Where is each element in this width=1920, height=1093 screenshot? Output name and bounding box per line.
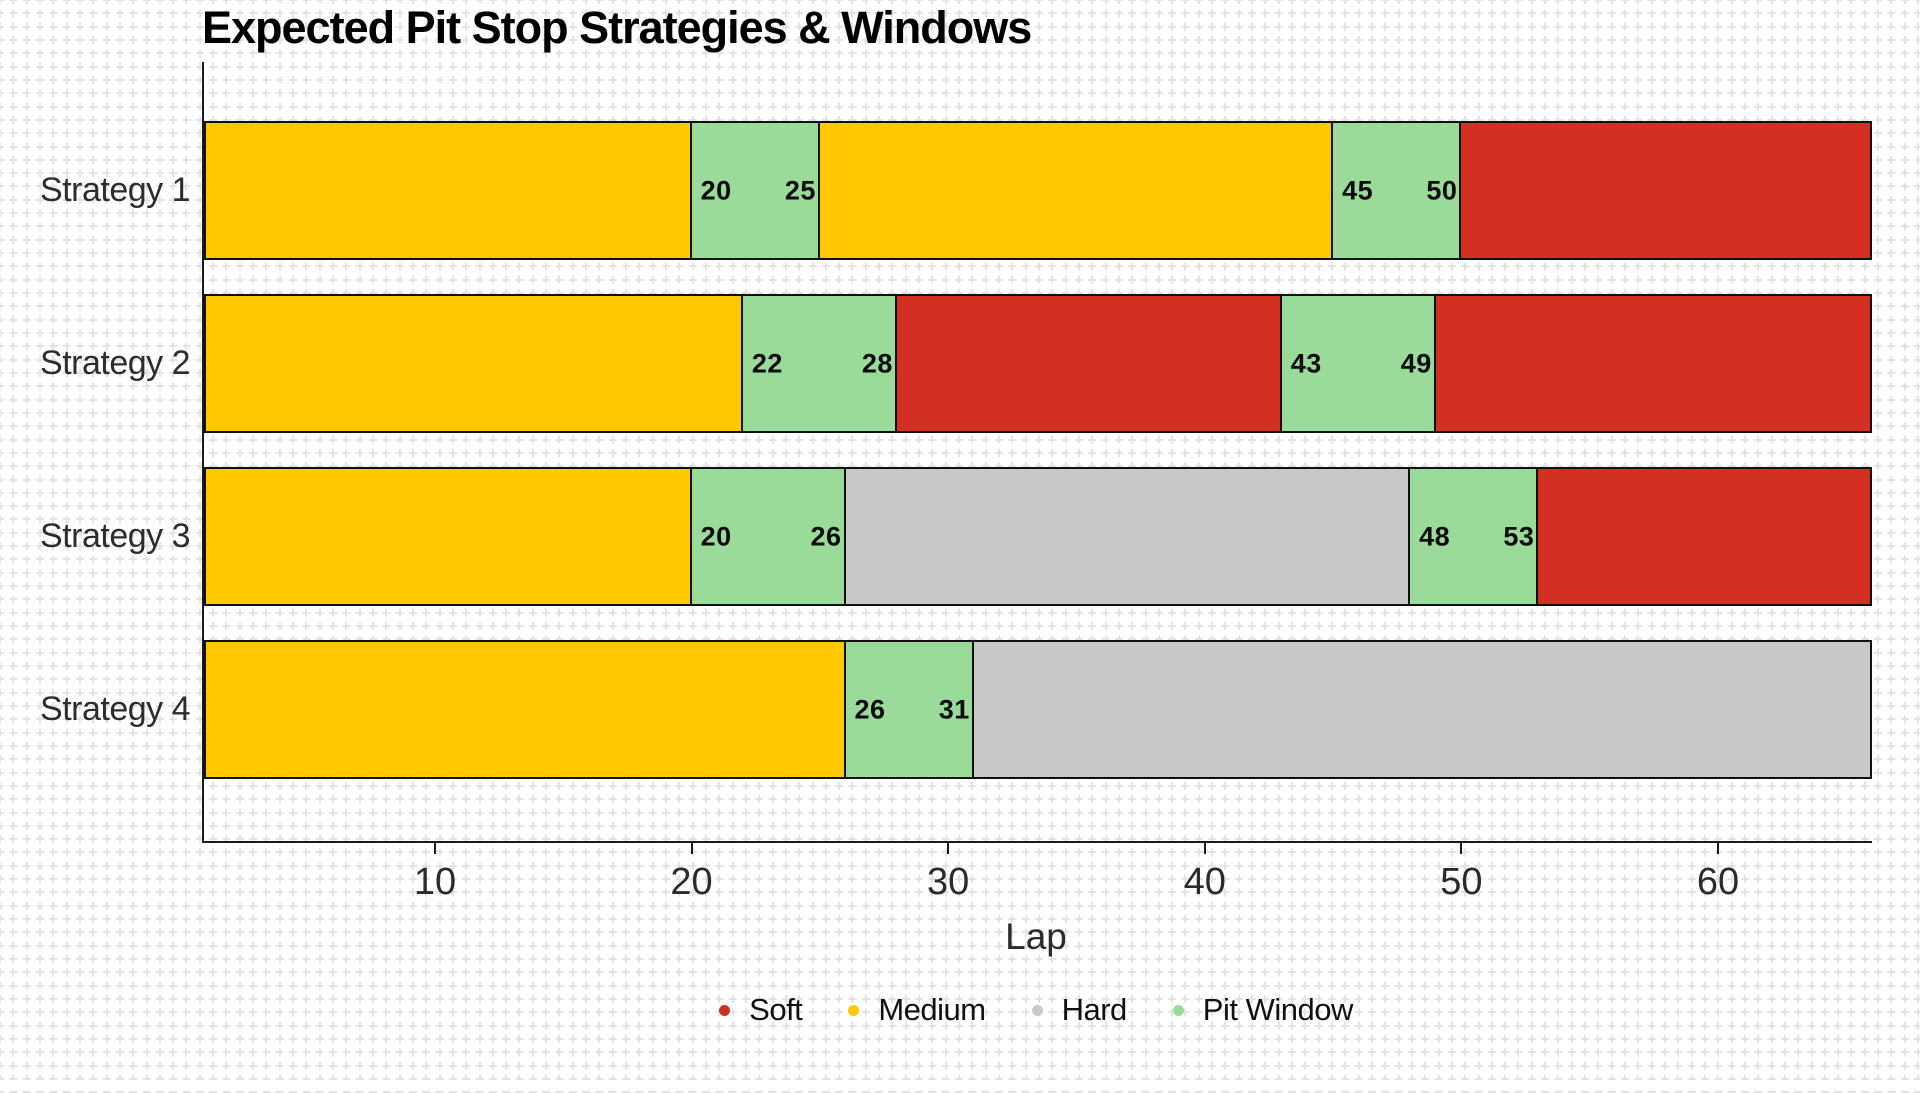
pit-window-end-label: 53 xyxy=(1503,521,1535,551)
legend-dot-icon xyxy=(1172,1004,1184,1016)
legend-label: Medium xyxy=(878,992,986,1027)
x-tick-mark xyxy=(690,843,693,854)
x-tick-mark xyxy=(947,843,950,854)
bar-segment-pit_window: 20 26 xyxy=(691,467,846,606)
y-axis-label: Strategy 3 xyxy=(40,517,190,555)
x-tick-label: 20 xyxy=(670,861,713,903)
legend-dot-icon xyxy=(719,1004,731,1016)
x-tick-mark xyxy=(433,843,436,854)
x-tick-mark xyxy=(1203,843,1206,854)
bar-segment-pit_window: 26 31 xyxy=(845,640,974,779)
bar-segment-pit_window: 20 25 xyxy=(691,121,820,260)
x-tick-label: 30 xyxy=(927,861,970,903)
bar-segment-soft xyxy=(1538,467,1872,606)
bar-segment-medium xyxy=(819,121,1334,260)
pit-window-start-label: 22 xyxy=(751,348,783,378)
pit-window-end-label: 25 xyxy=(784,175,816,205)
legend-label: Soft xyxy=(749,992,803,1027)
bar-segment-soft xyxy=(1435,294,1872,433)
legend-item-pit_window: Pit Window xyxy=(1172,992,1354,1028)
x-tick-label: 10 xyxy=(413,861,457,903)
bar-segment-pit_window: 45 50 xyxy=(1333,121,1462,260)
bar-segment-medium xyxy=(204,294,743,433)
bar-segment-soft xyxy=(896,294,1282,433)
x-tick-mark xyxy=(1460,843,1463,854)
y-axis-label: Strategy 2 xyxy=(40,344,190,382)
legend-item-medium: Medium xyxy=(848,992,986,1028)
legend-dot-icon xyxy=(848,1004,860,1016)
pit-window-start-label: 26 xyxy=(854,694,886,724)
pit-window-start-label: 43 xyxy=(1290,348,1322,378)
pit-window-start-label: 20 xyxy=(700,521,732,551)
pit-window-end-label: 50 xyxy=(1426,175,1458,205)
legend-item-hard: Hard xyxy=(1031,992,1128,1028)
y-axis-label: Strategy 1 xyxy=(40,171,190,209)
plot-area: 20 25 45 50 22 28 43 49 20 26 48 53 26 31 10 20 30 40 50 60 xyxy=(202,62,1872,903)
bar-segment-pit_window: 48 53 xyxy=(1410,467,1539,606)
bar-segment-hard xyxy=(973,640,1872,779)
legend: Soft Medium Hard Pit Window xyxy=(202,984,1870,1036)
pit-window-end-label: 31 xyxy=(938,694,970,724)
x-tick-label: 60 xyxy=(1696,861,1740,903)
pit-window-end-label: 28 xyxy=(861,348,893,378)
bar-segment-soft xyxy=(1461,121,1872,260)
pit-window-start-label: 20 xyxy=(700,175,732,205)
bar-segment-medium xyxy=(204,467,692,606)
legend-item-soft: Soft xyxy=(719,992,803,1028)
legend-label: Pit Window xyxy=(1202,992,1354,1027)
legend-label: Hard xyxy=(1061,992,1128,1027)
bar-segment-pit_window: 22 28 xyxy=(742,294,897,433)
pit-window-end-label: 26 xyxy=(810,521,842,551)
bar-segment-hard xyxy=(845,467,1411,606)
bar-segment-pit_window: 43 49 xyxy=(1281,294,1436,433)
x-tick-label: 50 xyxy=(1440,861,1483,903)
bar-segment-medium xyxy=(204,121,692,260)
x-tick-mark xyxy=(1717,843,1720,854)
pit-window-start-label: 45 xyxy=(1342,175,1374,205)
pit-window-start-label: 48 xyxy=(1419,521,1451,551)
y-axis-label: Strategy 4 xyxy=(40,690,190,728)
x-tick-label: 40 xyxy=(1183,861,1226,903)
legend-dot-icon xyxy=(1031,1004,1043,1016)
pit-window-end-label: 49 xyxy=(1400,348,1432,378)
bar-segment-medium xyxy=(204,640,846,779)
chart-title: Expected Pit Stop Strategies & Windows xyxy=(202,2,1032,53)
x-axis-label: Lap xyxy=(1005,916,1067,957)
